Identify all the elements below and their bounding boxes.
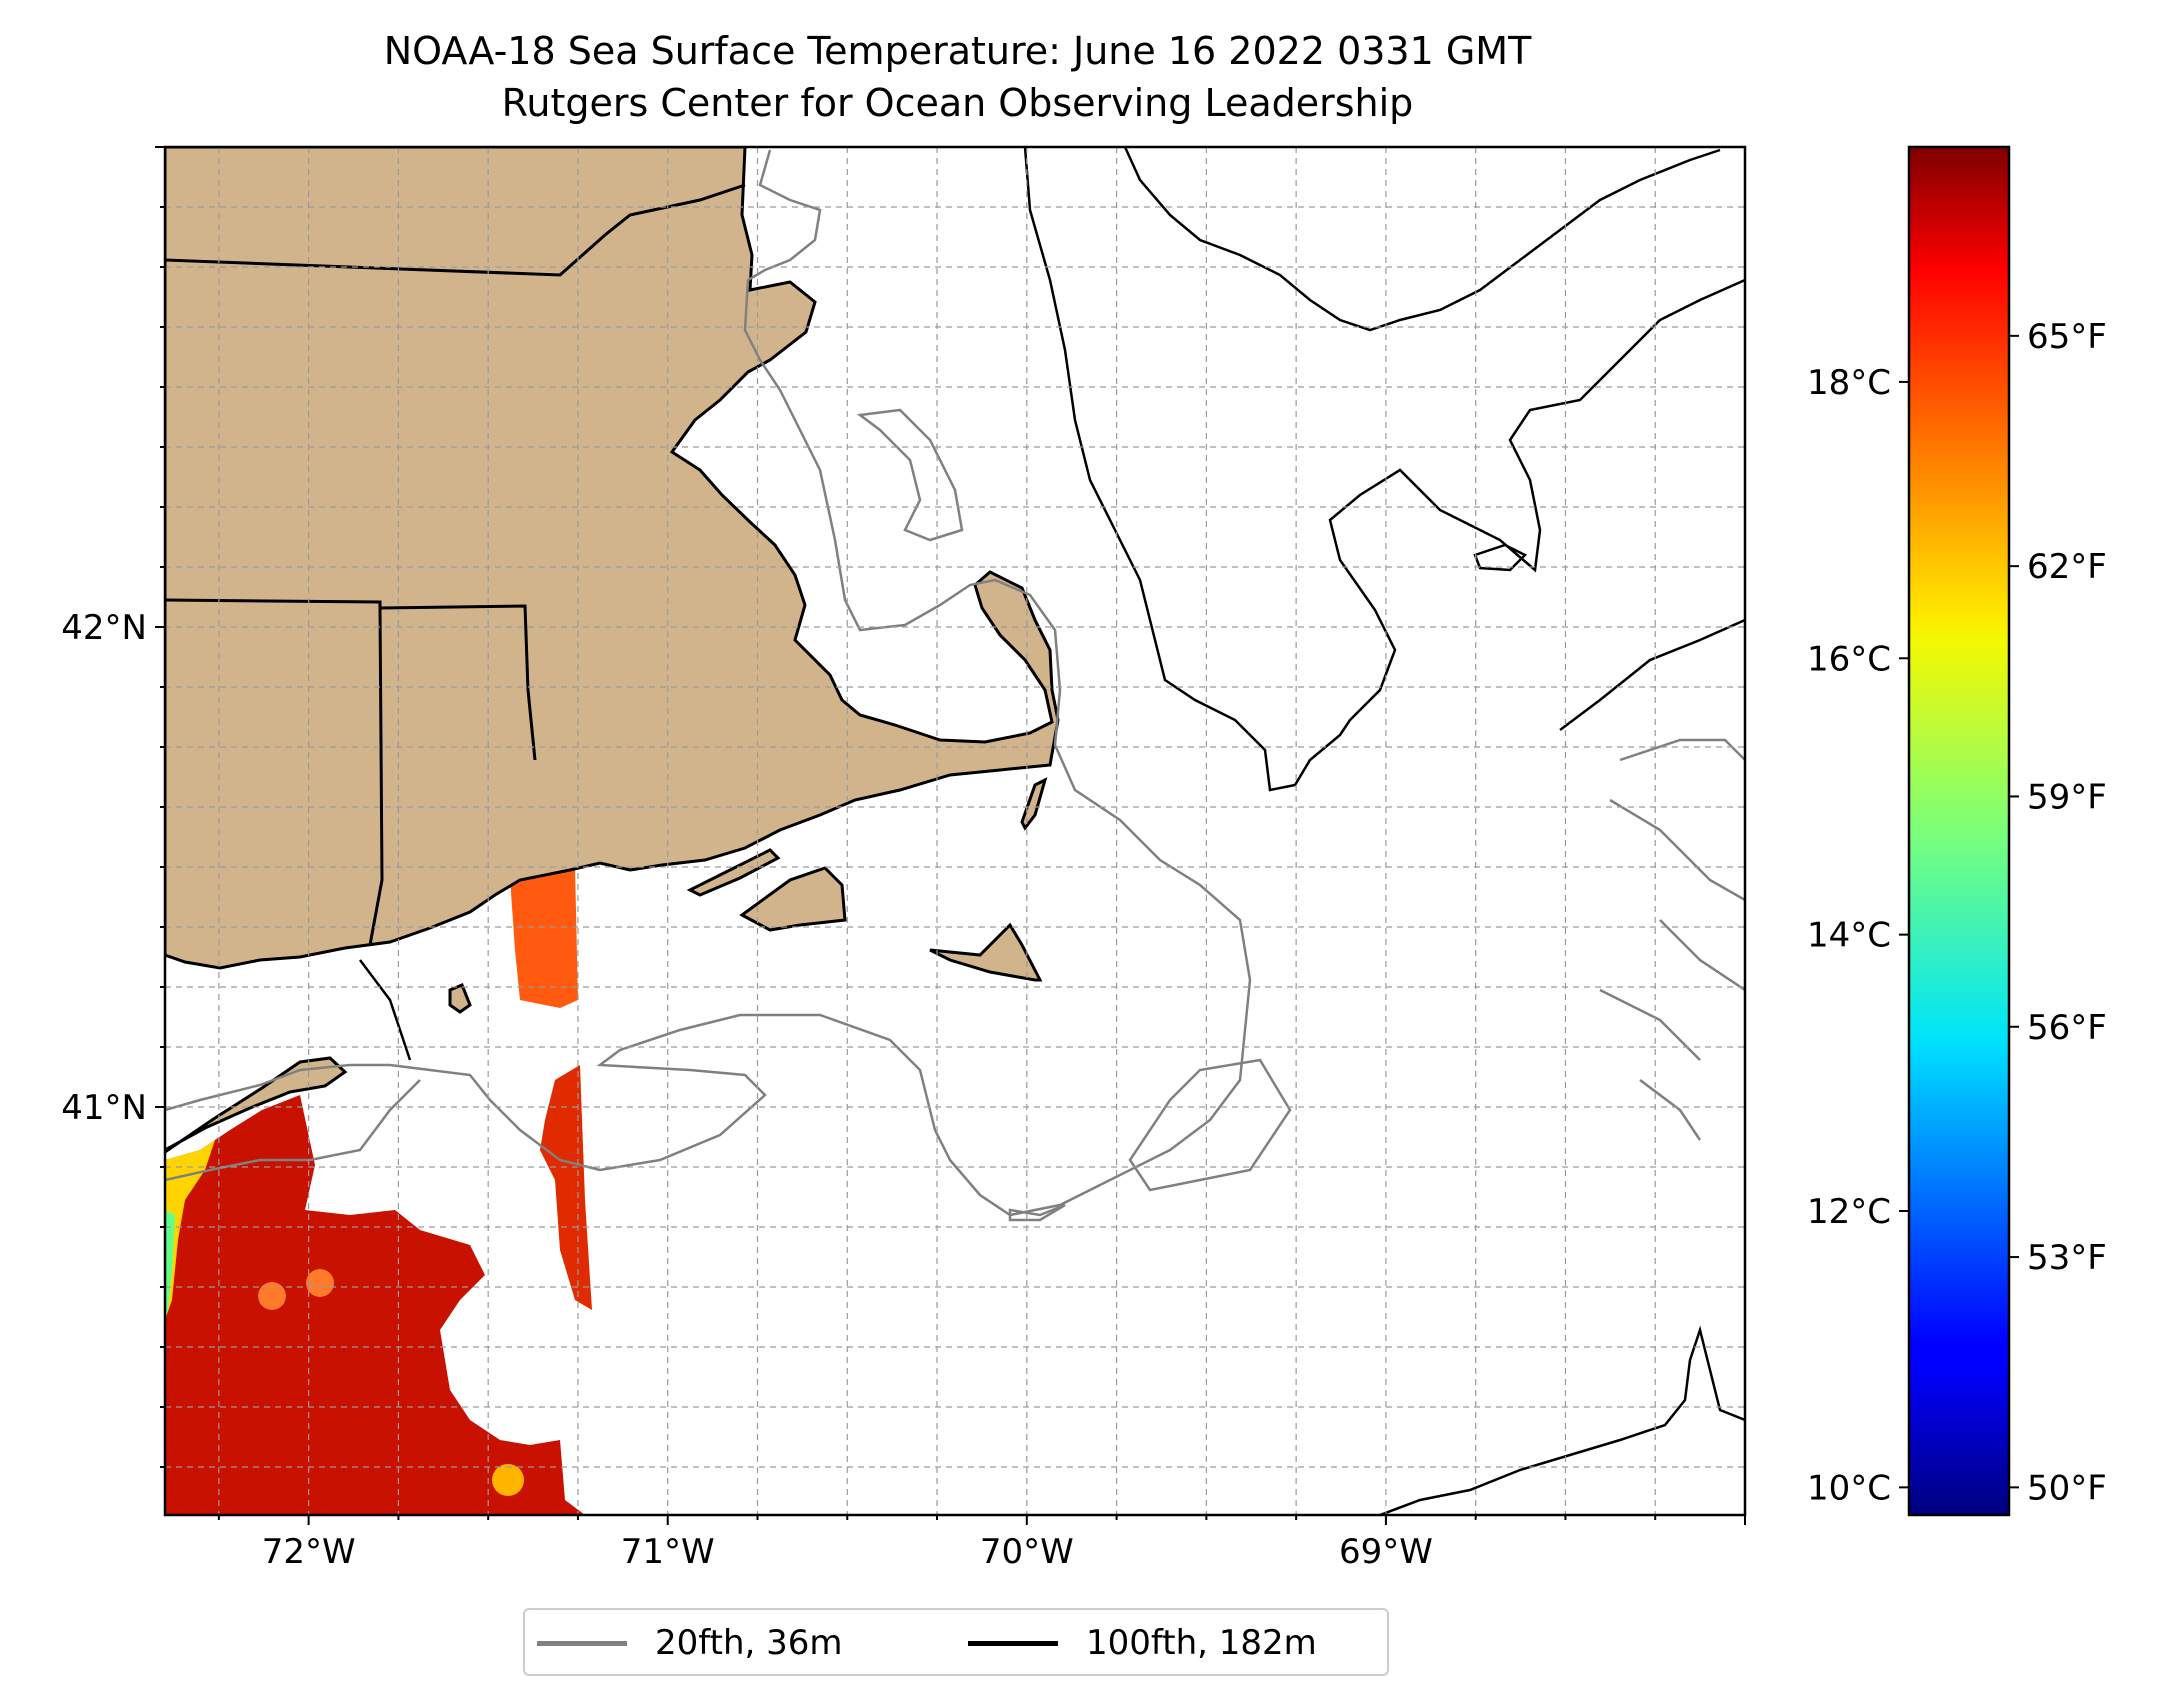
legend-swatch-20fth [537,1640,627,1646]
lat-tick-label: 41°N [61,1088,147,1128]
land-nantucket [929,922,1043,982]
lon-tick-label: 69°W [1339,1532,1433,1572]
legend-label-20fth: 20fth, 36m [655,1623,843,1663]
colorbar-fahrenheit-label: 62°F [2027,547,2107,587]
colorbar-fahrenheit-label: 53°F [2027,1238,2107,1278]
sst-strip-mid [540,1065,592,1310]
land-block-island [448,983,472,1014]
colorbar-celsius-label: 12°C [1807,1192,1891,1232]
chart-subtitle: Rutgers Center for Ocean Observing Leade… [501,81,1414,125]
isobath-20fth [1128,1058,1292,1192]
map-content [165,147,1745,1515]
colorbar-fahrenheit-label: 50°F [2027,1468,2107,1508]
sst-strip-north [510,866,578,1008]
map-legend: 20fth, 36m 100fth, 182m [523,1608,1389,1676]
colorbar-fahrenheit-label: 65°F [2027,317,2107,357]
lon-tick-label: 72°W [262,1532,356,1572]
lon-tick-label: 70°W [980,1532,1074,1572]
sst-map: 72°W 71°W 70°W 69°W 42°N 41°N 10°C 12°C 14°C 16°… [61,145,2107,1572]
chart-title: NOAA-18 Sea Surface Temperature: June 16… [383,29,1532,73]
lon-tick-label: 71°W [621,1532,715,1572]
legend-swatch-100fth [968,1640,1058,1646]
sst-warm-spot [306,1269,334,1297]
land-monomoy [1020,777,1048,831]
isobath-20fth [1599,738,1745,1141]
colorbar-fahrenheit-label: 59°F [2027,777,2107,817]
colorbar-celsius-label: 18°C [1807,363,1891,403]
colorbar-fahrenheit-label: 56°F [2027,1008,2107,1048]
isobath-20fth [856,408,964,542]
map-frame [163,145,1747,1517]
colorbar-celsius-label: 14°C [1807,916,1891,956]
gridlines [165,147,1745,1515]
sst-edge-cool [165,1140,215,1320]
isobath-20fth [1008,1203,1066,1222]
legend-item-20fth: 20fth, 36m [537,1620,843,1666]
land-elizabeth-islands [686,848,781,897]
land-new-england [165,147,1060,970]
isobath-100fth [1123,147,1721,332]
isobath-100fth [1379,1325,1745,1515]
state-boundary [359,959,412,1061]
colorbar-celsius-label: 16°C [1807,639,1891,679]
isobath-20fth [165,149,1252,1217]
sst-warm-patch-southwest [165,1095,585,1515]
legend-item-100fth: 100fth, 182m [968,1620,1317,1666]
isobath-100fth [1559,618,1745,731]
legend-label-100fth: 100fth, 182m [1086,1623,1317,1663]
isobath-100fth [1473,543,1528,572]
sst-edge-green [165,1210,175,1320]
land-martha-vineyard [739,866,847,932]
lat-tick-label: 42°N [61,608,147,648]
sst-warm-spot [258,1282,286,1310]
colorbar [1907,145,2011,1517]
state-boundary [165,598,537,761]
isobath-100fth [1023,147,1745,792]
colorbar-ticks: 10°C 12°C 14°C 16°C 18°C 50°F 53°F 56°F 59°F 62°F… [1807,317,2107,1509]
map-axis-ticks: 72°W 71°W 70°W 69°W 42°N 41°N [61,146,1746,1572]
sst-warm-spot [492,1464,524,1496]
isobath-20fth [165,1079,421,1182]
land-long-island [165,1056,348,1154]
state-boundary [368,607,384,946]
state-boundary [165,183,746,277]
colorbar-celsius-label: 10°C [1807,1468,1891,1508]
